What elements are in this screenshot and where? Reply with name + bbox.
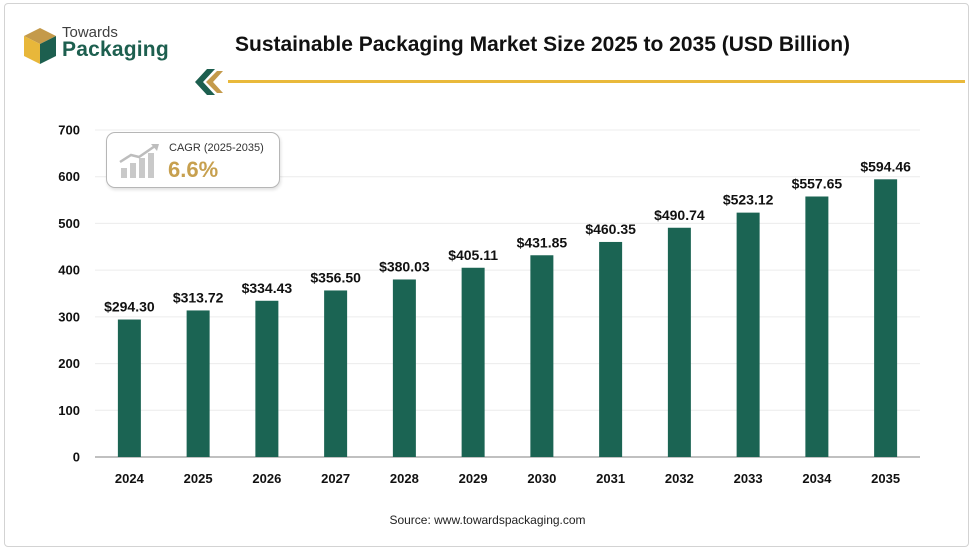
chart-title: Sustainable Packaging Market Size 2025 t…	[235, 33, 851, 56]
y-tick-label: 100	[58, 403, 80, 418]
x-tick-label: 2024	[115, 471, 145, 486]
brand-logo: Towards Packaging	[20, 22, 190, 72]
data-label: $523.12	[723, 192, 774, 208]
bar	[667, 227, 691, 457]
data-label: $594.46	[860, 158, 911, 174]
x-tick-label: 2028	[390, 471, 419, 486]
y-tick-label: 700	[58, 123, 80, 138]
x-tick-label: 2029	[459, 471, 488, 486]
data-label: $431.85	[517, 234, 568, 250]
y-tick-label: 0	[73, 450, 80, 465]
x-tick-label: 2026	[252, 471, 281, 486]
y-tick-label: 300	[58, 309, 80, 324]
bar	[392, 279, 416, 457]
bar	[805, 196, 829, 457]
bar	[117, 319, 141, 457]
brand-name-line1: Towards	[62, 24, 118, 41]
bar	[530, 255, 554, 457]
growth-chart-icon	[119, 144, 159, 178]
bar	[736, 212, 760, 457]
x-tick-label: 2034	[802, 471, 832, 486]
x-tick-label: 2030	[527, 471, 556, 486]
bar	[599, 241, 623, 457]
x-tick-label: 2033	[734, 471, 763, 486]
data-label: $557.65	[792, 175, 843, 191]
y-tick-label: 500	[58, 216, 80, 231]
cagr-box: CAGR (2025-2035) 6.6%	[106, 132, 280, 188]
data-label: $356.50	[310, 269, 361, 285]
chevron-decoration-icon	[195, 69, 223, 95]
y-tick-label: 400	[58, 263, 80, 278]
bar	[255, 300, 279, 457]
bar	[186, 310, 210, 457]
source-note: Source: www.towardspackaging.com	[389, 513, 586, 527]
data-label: $460.35	[585, 221, 636, 237]
cagr-label: CAGR (2025-2035)	[169, 142, 264, 154]
x-tick-label: 2027	[321, 471, 350, 486]
bar	[461, 267, 485, 457]
y-tick-label: 600	[58, 169, 80, 184]
data-label: $334.43	[242, 280, 293, 296]
package-cube-icon	[24, 28, 56, 64]
title-underline	[228, 80, 965, 83]
x-tick-label: 2032	[665, 471, 694, 486]
data-label: $313.72	[173, 289, 224, 305]
brand-name-line2: Packaging	[62, 38, 169, 61]
data-label: $294.30	[104, 299, 155, 315]
bar	[324, 290, 348, 457]
x-tick-label: 2031	[596, 471, 625, 486]
x-tick-label: 2035	[871, 471, 900, 486]
data-label: $380.03	[379, 258, 430, 274]
data-label: $490.74	[654, 207, 705, 223]
x-tick-label: 2025	[184, 471, 213, 486]
y-tick-label: 200	[58, 356, 80, 371]
bar	[874, 179, 898, 458]
data-label: $405.11	[448, 247, 498, 263]
cagr-value: 6.6%	[168, 157, 219, 182]
